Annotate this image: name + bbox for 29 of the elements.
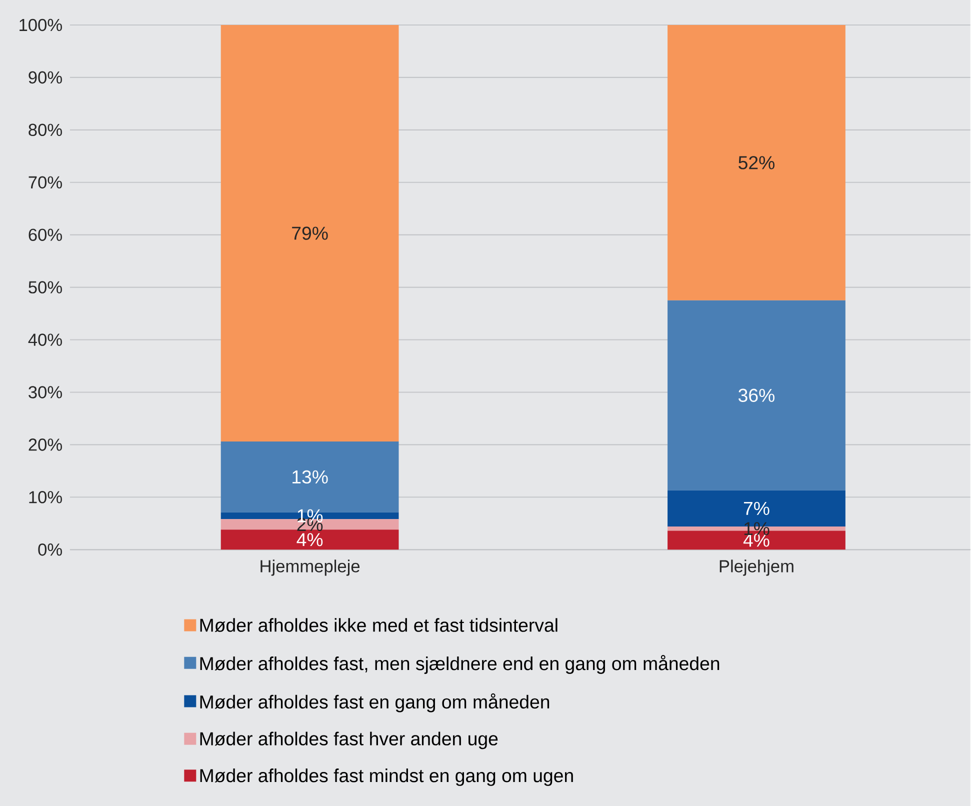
data-label: 4%: [743, 533, 770, 546]
x-tick-label: Plejehjem: [720, 559, 794, 576]
x-tick-label: Hjemmepleje: [260, 559, 360, 576]
data-label: 7%: [744, 502, 770, 515]
y-tick-label: 100%: [20, 18, 62, 31]
data-label: 13%: [292, 470, 328, 484]
legend-label: Møder afholdes fast hver anden uge: [200, 731, 498, 749]
legend-label: Møder afholdes fast mindst en gang om ugen: [200, 768, 573, 786]
data-label: 36%: [738, 388, 774, 402]
bar: [668, 24, 846, 300]
y-tick-label: 20%: [28, 438, 62, 451]
legend-label: Møder afholdes fast, men sjældnere end en gang om måneden: [200, 654, 720, 674]
data-label: 4%: [296, 532, 323, 546]
y-tick-label: 80%: [28, 124, 62, 136]
y-tick-label: 70%: [28, 176, 62, 188]
y-tick-label: 30%: [28, 386, 62, 398]
y-tick-label: 40%: [28, 333, 62, 346]
y-tick-label: 60%: [28, 228, 62, 241]
legend-label: Møder afholdes ikke med et fast tidsinterval: [200, 618, 558, 632]
bar: [220, 24, 399, 442]
y-tick-label: 10%: [29, 490, 62, 504]
bar: [668, 300, 846, 490]
y-tick-label: 0%: [38, 543, 62, 556]
legend-label: Møder afholdes fast en gang om måneden: [200, 693, 550, 712]
data-label: 52%: [738, 156, 774, 170]
bar: [220, 529, 399, 550]
y-tick-label: 50%: [28, 280, 62, 294]
data-label: 79%: [292, 226, 328, 240]
y-tick-label: 90%: [28, 71, 62, 84]
